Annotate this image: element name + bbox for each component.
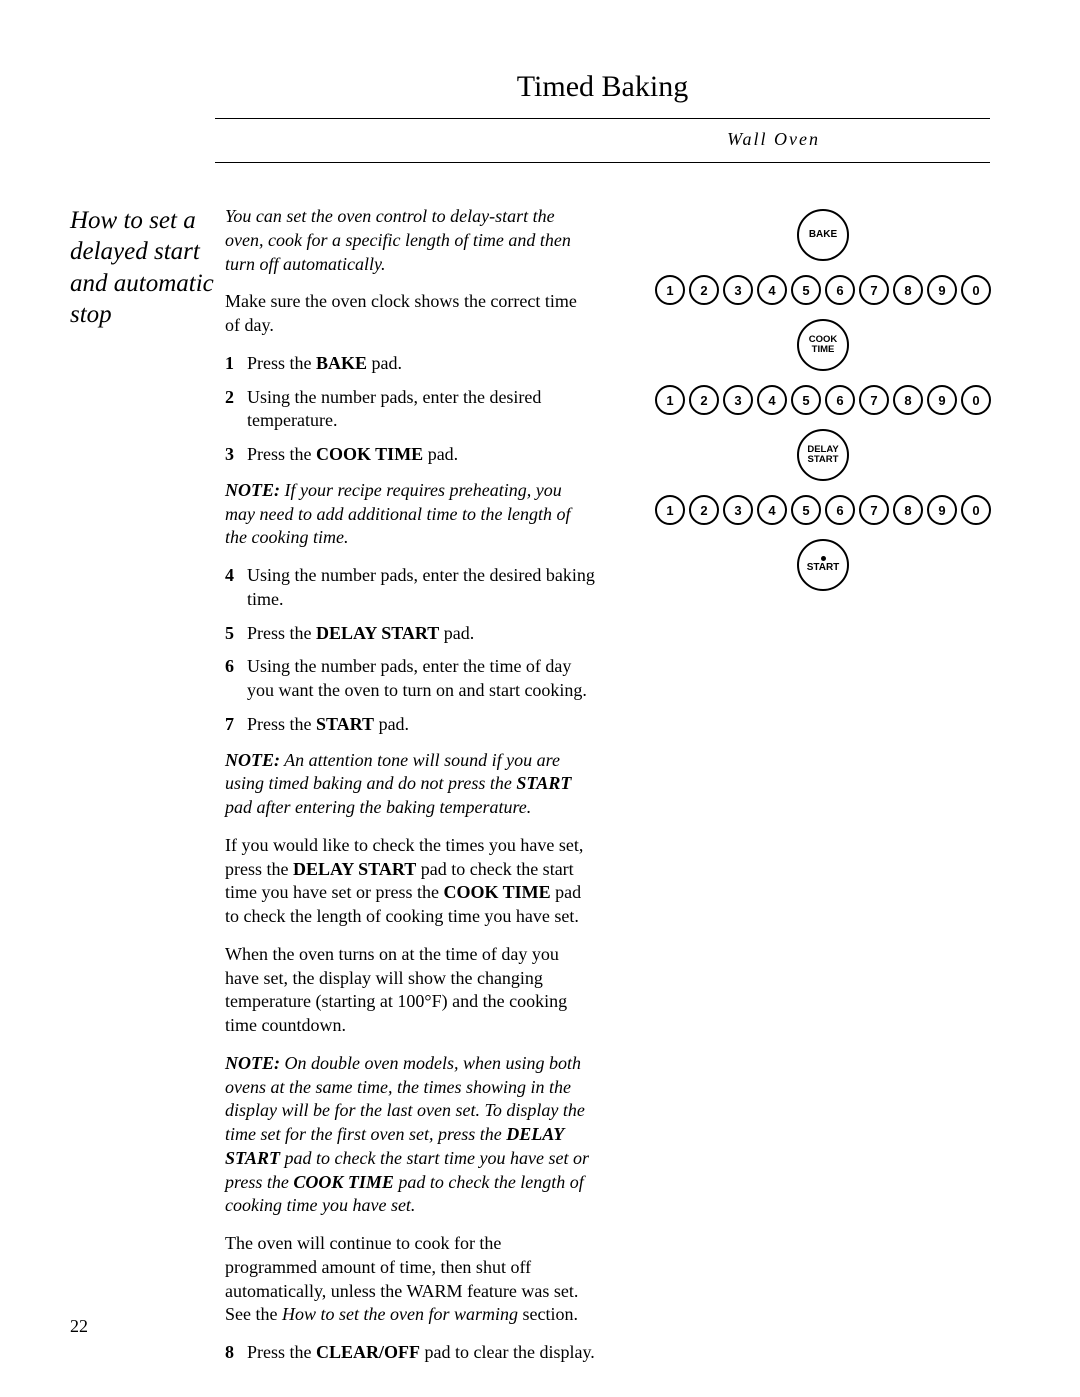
number-pad: 9 <box>927 385 957 415</box>
number-pad: 5 <box>791 385 821 415</box>
paragraph: Make sure the oven clock shows the corre… <box>225 290 595 338</box>
number-pad: 6 <box>825 275 855 305</box>
step-item: 3 Press the COOK TIME pad. <box>225 443 595 467</box>
delay-start-pad-icon: DELAYSTART <box>797 429 849 481</box>
number-pad: 8 <box>893 495 923 525</box>
note: NOTE: An attention tone will sound if yo… <box>225 749 595 820</box>
page-number: 22 <box>70 1316 88 1337</box>
number-pad: 2 <box>689 385 719 415</box>
step-number: 8 <box>225 1341 234 1365</box>
number-pad: 7 <box>859 385 889 415</box>
step-number: 1 <box>225 352 234 376</box>
number-pad: 7 <box>859 495 889 525</box>
number-pad: 3 <box>723 275 753 305</box>
number-pad: 9 <box>927 495 957 525</box>
step-item: 5 Press the DELAY START pad. <box>225 622 595 646</box>
step-item: 1 Press the BAKE pad. <box>225 352 595 376</box>
number-pad-row: 1 2 3 4 5 6 7 8 9 0 <box>655 275 991 305</box>
number-pad: 0 <box>961 275 991 305</box>
number-pad: 3 <box>723 385 753 415</box>
step-number: 6 <box>225 655 234 679</box>
section-heading: How to set a delayed start and automatic… <box>70 205 215 330</box>
paragraph: When the oven turns on at the time of da… <box>225 943 595 1038</box>
number-pad: 1 <box>655 275 685 305</box>
number-pad: 2 <box>689 495 719 525</box>
page-title: Timed Baking <box>215 70 990 104</box>
step-number: 5 <box>225 622 234 646</box>
number-pad: 1 <box>655 385 685 415</box>
step-item: 6 Using the number pads, enter the time … <box>225 655 595 703</box>
number-pad: 6 <box>825 385 855 415</box>
number-pad: 4 <box>757 495 787 525</box>
step-number: 2 <box>225 386 234 410</box>
number-pad-row: 1 2 3 4 5 6 7 8 9 0 <box>655 385 991 415</box>
step-number: 3 <box>225 443 234 467</box>
number-pad: 9 <box>927 275 957 305</box>
note: NOTE: If your recipe requires preheating… <box>225 479 595 550</box>
number-pad: 2 <box>689 275 719 305</box>
number-pad: 8 <box>893 385 923 415</box>
step-number: 4 <box>225 564 234 588</box>
step-item: 4 Using the number pads, enter the desir… <box>225 564 595 612</box>
number-pad-row: 1 2 3 4 5 6 7 8 9 0 <box>655 495 991 525</box>
step-number: 7 <box>225 713 234 737</box>
bake-pad-icon: BAKE <box>797 209 849 261</box>
step-item: 8 Press the CLEAR/OFF pad to clear the d… <box>225 1341 595 1365</box>
step-item: 2 Using the number pads, enter the desir… <box>225 386 595 434</box>
number-pad: 0 <box>961 385 991 415</box>
number-pad: 3 <box>723 495 753 525</box>
indicator-dot-icon <box>821 556 826 561</box>
number-pad: 4 <box>757 275 787 305</box>
number-pad: 0 <box>961 495 991 525</box>
intro-note: You can set the oven control to delay-st… <box>225 205 595 276</box>
start-pad-icon: START <box>797 539 849 591</box>
number-pad: 4 <box>757 385 787 415</box>
paragraph: The oven will continue to cook for the p… <box>225 1232 595 1327</box>
cook-time-pad-icon: COOKTIME <box>797 319 849 371</box>
body-text: You can set the oven control to delay-st… <box>225 205 595 1377</box>
step-item: 7 Press the START pad. <box>225 713 595 737</box>
number-pad: 7 <box>859 275 889 305</box>
number-pad: 5 <box>791 275 821 305</box>
paragraph: If you would like to check the times you… <box>225 834 595 929</box>
divider <box>215 162 990 163</box>
number-pad: 8 <box>893 275 923 305</box>
page-subtitle: Wall Oven <box>727 129 820 149</box>
number-pad: 1 <box>655 495 685 525</box>
number-pad: 6 <box>825 495 855 525</box>
note: NOTE: On double oven models, when using … <box>225 1052 595 1218</box>
divider <box>215 118 990 119</box>
number-pad: 5 <box>791 495 821 525</box>
